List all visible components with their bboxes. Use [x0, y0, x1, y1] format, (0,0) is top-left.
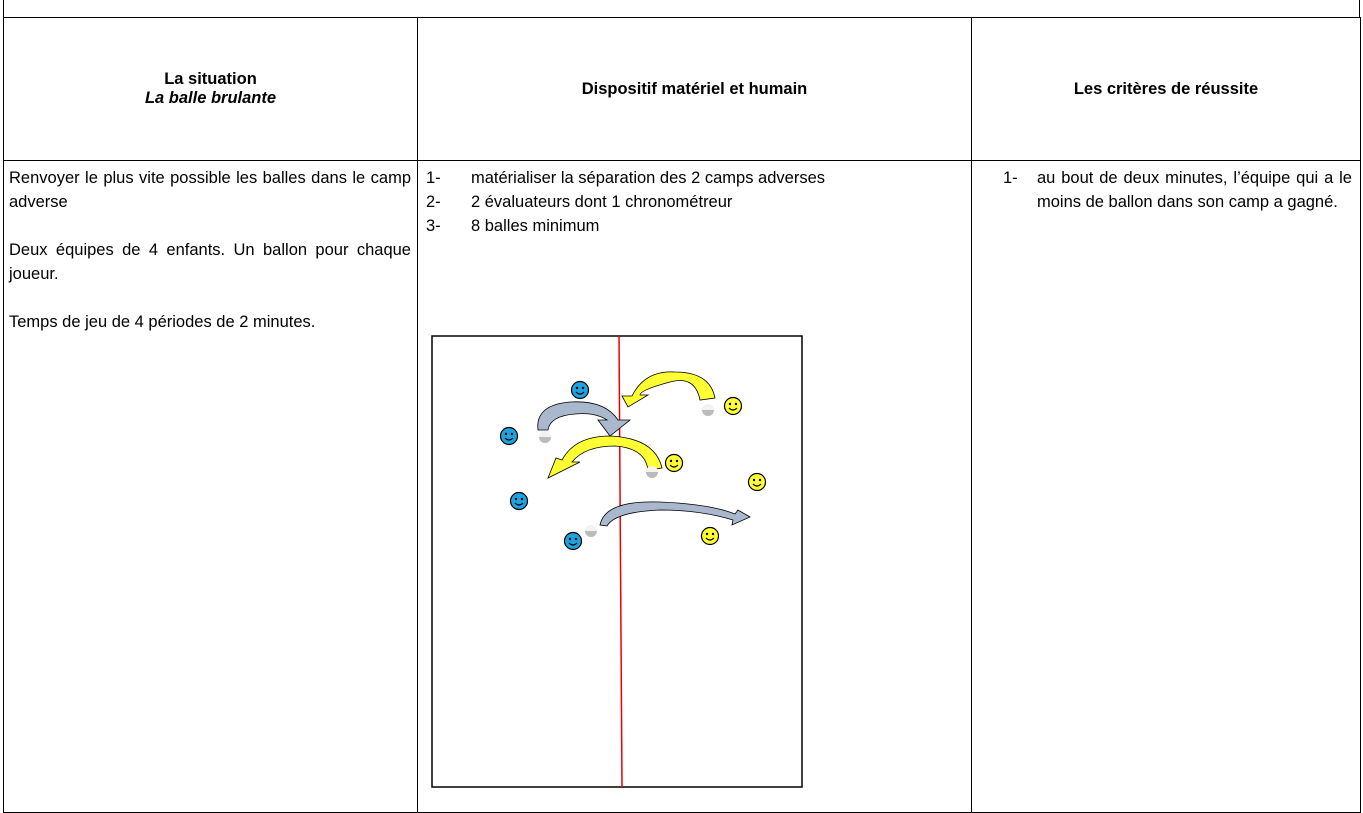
header: Dispositif matériel et humain	[581, 79, 808, 98]
arrow	[537, 401, 632, 437]
paragraph: Deux équipes de 4 enfants. Un ballon pou…	[9, 241, 411, 283]
item-number: 3-	[426, 217, 441, 235]
arrow	[621, 371, 716, 408]
item-text: matérialiser la séparation des 2 camps a…	[471, 169, 826, 187]
header: La situation	[164, 70, 257, 88]
item-text: 8 balles minimum	[471, 217, 600, 235]
list-item: 1- matérialiser la séparation des 2 camps…	[418, 166, 971, 190]
header-subtitle: La balle brulante	[144, 89, 277, 107]
item-number: 1-	[1003, 169, 1018, 187]
table: La situation La balle brulante Dispositif…	[3, 17, 1361, 813]
center-line	[618, 335, 623, 788]
cell: 1- matérialiser la séparation des 2 camps…	[417, 160, 972, 813]
item-number: 2-	[426, 193, 441, 211]
header: Les critères de réussite	[1073, 79, 1259, 98]
paragraph: Renvoyer le plus vite possible les balle…	[9, 169, 411, 211]
item-text: 2 évaluateurs dont 1 chronométreur	[471, 193, 733, 211]
list-item: 2- 2 évaluateurs dont 1 chronométreur	[418, 190, 971, 214]
list-item: 3- 8 balles minimum	[418, 214, 971, 238]
arrow	[547, 435, 663, 479]
top-strip	[3, 0, 1360, 17]
header-cell: Les critères de réussite	[971, 17, 1361, 161]
field	[431, 335, 803, 788]
arrow	[599, 501, 751, 527]
cell: 1- au bout de deux minutes, l’équipe qui …	[971, 160, 1361, 813]
item-number: 1-	[426, 169, 441, 187]
paragraph: Temps de jeu de 4 périodes de 2 minutes.	[9, 313, 316, 331]
list-item: 1- au bout de deux minutes, l’équipe qui …	[972, 166, 1360, 214]
cell: Renvoyer le plus vite possible les balle…	[3, 160, 418, 813]
header-cell: La situation La balle brulante	[3, 17, 418, 161]
item-text: au bout de deux minutes, l’équipe qui a …	[1037, 169, 1352, 211]
header-cell: Dispositif matériel et humain	[417, 17, 972, 161]
